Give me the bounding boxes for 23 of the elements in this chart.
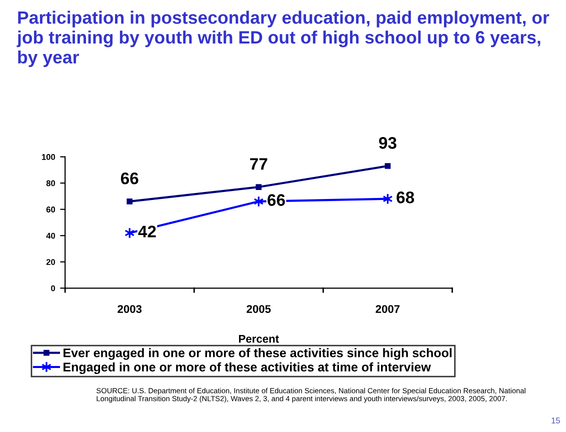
text: 15 <box>552 418 560 424</box>
x-axis-title: Percent <box>239 335 279 343</box>
data-label: 66 <box>120 172 138 184</box>
data-label: 93 <box>379 137 396 149</box>
x-tick-label: 2007 <box>376 305 400 313</box>
chart-title: Participation in postsecondary education, paid employment, or job training by youth with ED out of high school up to 6 years, by year <box>16 10 550 68</box>
legend-label: Ever engaged in one or more of these activities since high school <box>64 348 452 360</box>
x-tick-label: 2005 <box>246 305 271 313</box>
data-label: 42 <box>138 226 156 238</box>
y-tick-label: 20 <box>46 259 56 265</box>
data-label: 77 <box>250 158 268 170</box>
y-tick-label: 60 <box>46 206 56 212</box>
point <box>126 198 133 204</box>
y-tick-label: 100 <box>42 154 56 160</box>
y-tick-label: 40 <box>46 232 56 239</box>
data-label: 66 <box>268 194 285 206</box>
point <box>256 184 262 190</box>
legend-label: Engaged in one or more of these activities at time of interview <box>64 362 431 374</box>
y-tick-label: 80 <box>46 180 56 186</box>
point <box>384 163 391 169</box>
data-label: 68 <box>396 192 414 204</box>
y-tick-label: 0 <box>51 285 56 292</box>
x-tick-label: 2003 <box>118 305 142 313</box>
